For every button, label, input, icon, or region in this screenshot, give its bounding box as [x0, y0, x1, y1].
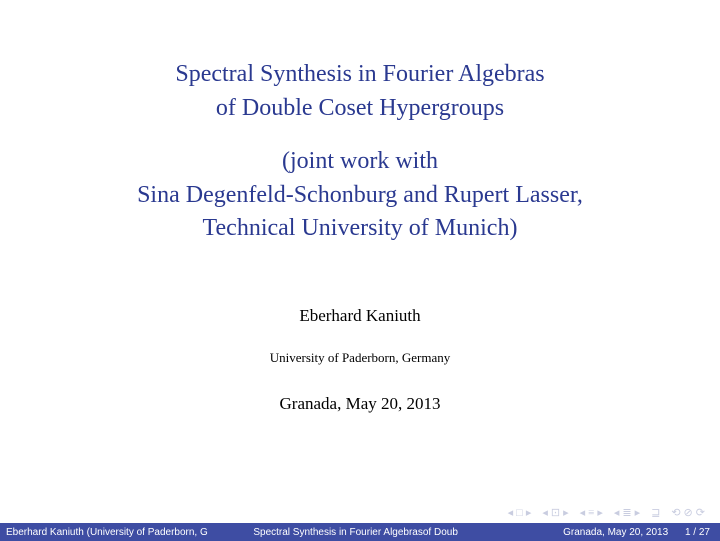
nav-symbols: ◂□▸ ◂⊡▸ ◂≡▸ ◂≣▸ ⊒ ⟲⊘⟳: [508, 506, 708, 519]
subtitle-line-3: Technical University of Munich): [0, 212, 720, 246]
nav-slide-icon[interactable]: ◂□▸: [508, 506, 535, 519]
nav-section-icon[interactable]: ◂≣▸: [614, 506, 643, 519]
subtitle-block: (joint work with Sina Degenfeld-Schonbur…: [0, 145, 720, 246]
nav-appendix-icon[interactable]: ⊒: [651, 506, 663, 519]
footline: Eberhard Kaniuth (University of Paderbor…: [0, 523, 720, 541]
author: Eberhard Kaniuth: [0, 306, 720, 326]
footline-date: Granada, May 20, 2013: [563, 527, 668, 538]
title-block: Spectral Synthesis in Fourier Algebras o…: [0, 0, 720, 125]
page-total: 27: [699, 527, 710, 538]
nav-backforward-icon[interactable]: ⟲⊘⟳: [671, 506, 708, 519]
slide: Spectral Synthesis in Fourier Algebras o…: [0, 0, 720, 541]
footline-author: Eberhard Kaniuth (University of Paderbor…: [0, 527, 253, 538]
date: Granada, May 20, 2013: [0, 394, 720, 414]
subtitle-line-2: Sina Degenfeld-Schonburg and Rupert Lass…: [0, 179, 720, 213]
page-sep: /: [691, 527, 699, 538]
title-line-1: Spectral Synthesis in Fourier Algebras: [0, 58, 720, 92]
nav-frame-icon[interactable]: ◂⊡▸: [542, 506, 571, 519]
affiliation: University of Paderborn, Germany: [0, 350, 720, 366]
footline-title: Spectral Synthesis in Fourier Algebrasof…: [253, 527, 519, 538]
title-line-2: of Double Coset Hypergroups: [0, 92, 720, 126]
footline-right: Granada, May 20, 2013 1 / 27: [520, 527, 720, 538]
subtitle-line-1: (joint work with: [0, 145, 720, 179]
nav-subsection-icon[interactable]: ◂≡▸: [580, 506, 606, 519]
footline-page: 1 / 27: [685, 527, 710, 538]
